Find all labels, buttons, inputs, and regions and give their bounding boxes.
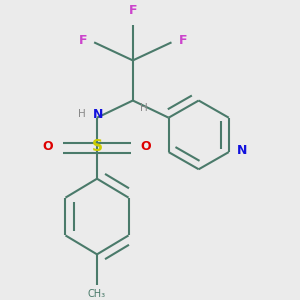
Text: N: N	[237, 144, 248, 157]
Text: O: O	[140, 140, 151, 153]
Text: H: H	[78, 109, 86, 119]
Text: O: O	[43, 140, 53, 153]
Text: F: F	[129, 4, 137, 17]
Text: F: F	[178, 34, 187, 47]
Text: N: N	[93, 108, 103, 121]
Text: S: S	[92, 139, 103, 154]
Text: CH₃: CH₃	[88, 289, 106, 299]
Text: F: F	[79, 34, 87, 47]
Text: H: H	[140, 103, 148, 113]
